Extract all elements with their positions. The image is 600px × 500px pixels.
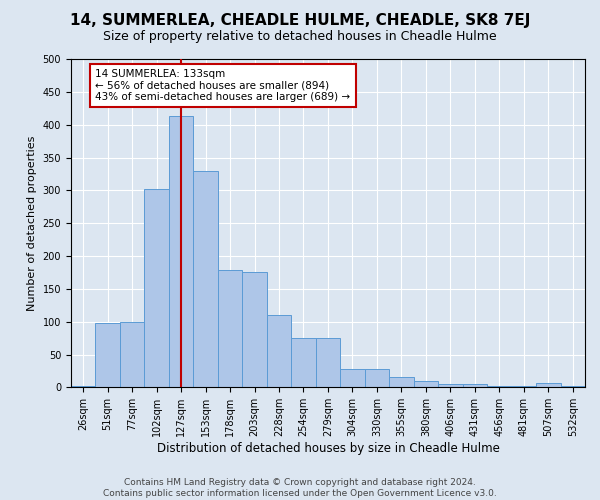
Bar <box>316 338 340 388</box>
Y-axis label: Number of detached properties: Number of detached properties <box>27 136 37 311</box>
Text: Contains HM Land Registry data © Crown copyright and database right 2024.
Contai: Contains HM Land Registry data © Crown c… <box>103 478 497 498</box>
Bar <box>413 381 438 388</box>
Bar <box>389 377 413 388</box>
Bar <box>71 386 95 388</box>
Bar <box>145 189 169 388</box>
Bar <box>340 369 365 388</box>
Text: Size of property relative to detached houses in Cheadle Hulme: Size of property relative to detached ho… <box>103 30 497 43</box>
Bar <box>95 323 120 388</box>
Bar <box>487 386 512 388</box>
Bar <box>463 384 487 388</box>
Bar <box>120 322 145 388</box>
X-axis label: Distribution of detached houses by size in Cheadle Hulme: Distribution of detached houses by size … <box>157 442 499 455</box>
Text: 14 SUMMERLEA: 133sqm
← 56% of detached houses are smaller (894)
43% of semi-deta: 14 SUMMERLEA: 133sqm ← 56% of detached h… <box>95 69 350 102</box>
Bar <box>438 384 463 388</box>
Bar <box>365 369 389 388</box>
Bar <box>218 270 242 388</box>
Bar <box>536 383 560 388</box>
Text: 14, SUMMERLEA, CHEADLE HULME, CHEADLE, SK8 7EJ: 14, SUMMERLEA, CHEADLE HULME, CHEADLE, S… <box>70 12 530 28</box>
Bar <box>193 170 218 388</box>
Bar <box>267 315 291 388</box>
Bar <box>242 272 267 388</box>
Bar <box>560 386 585 388</box>
Bar <box>169 116 193 388</box>
Bar <box>291 338 316 388</box>
Bar <box>512 386 536 388</box>
